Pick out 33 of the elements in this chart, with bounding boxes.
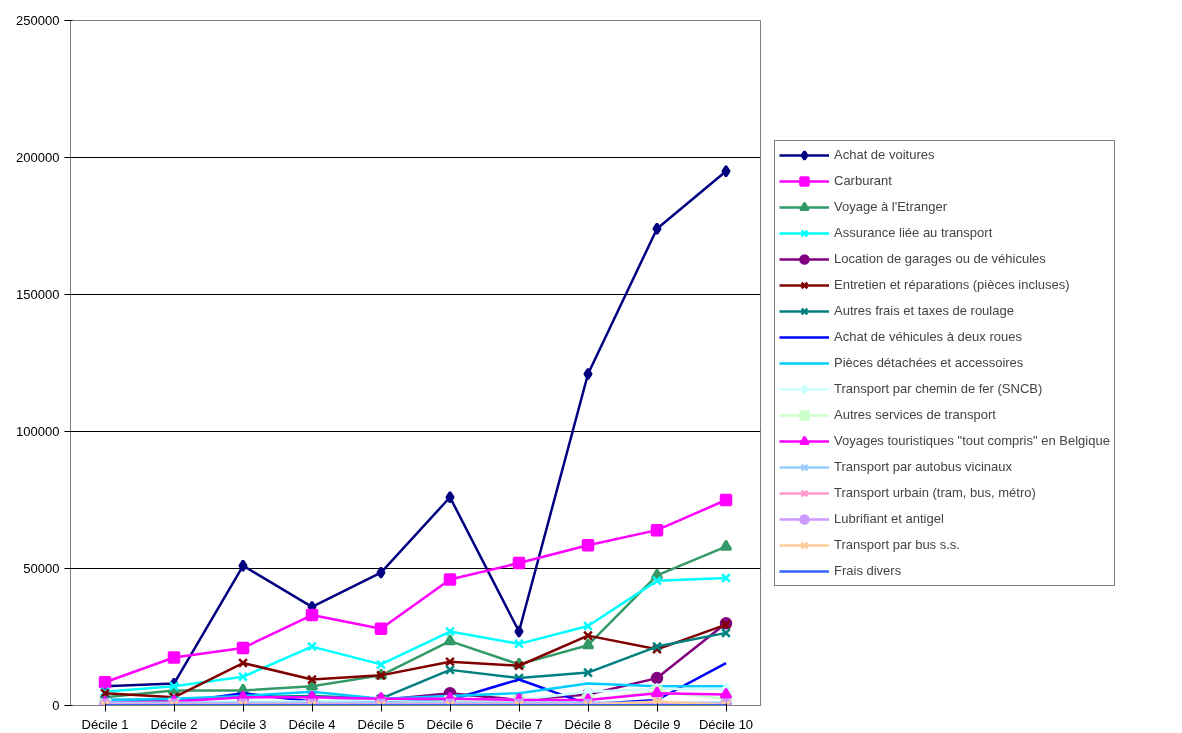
legend-label: Carburant <box>834 172 892 190</box>
legend-label: Transport par bus s.s. <box>834 536 960 554</box>
legend-label: Achat de voitures <box>834 146 935 164</box>
legend-label: Achat de véhicules à deux roues <box>834 328 1022 346</box>
x-tick-label: Décile 8 <box>564 716 612 732</box>
x-tick-label: Décile 2 <box>150 716 198 732</box>
legend-label: Frais divers <box>834 562 902 580</box>
x-tick-label: Décile 6 <box>426 716 474 732</box>
x-tick-label: Décile 7 <box>495 716 543 732</box>
x-tick-label: Décile 10 <box>698 716 754 732</box>
x-tick-label: Décile 5 <box>357 716 405 732</box>
legend-label: Transport par autobus vicinaux <box>834 458 1013 476</box>
y-tick-label: 100000 <box>16 424 60 439</box>
x-tick-label: Décile 3 <box>219 716 267 732</box>
legend-label: Voyages touristiques "tout compris" en Belgique <box>834 432 1110 450</box>
y-tick-label: 50000 <box>23 561 60 576</box>
x-tick-label: Décile 9 <box>633 716 681 732</box>
legend-label: Autres frais et taxes de roulage <box>834 302 1014 320</box>
y-tick-label: 200000 <box>16 150 60 165</box>
legend-label: Lubrifiant et antigel <box>834 510 944 528</box>
legend-label: Transport urbain (tram, bus, métro) <box>834 484 1036 502</box>
legend-label: Transport par chemin de fer (SNCB) <box>834 380 1043 398</box>
y-tick-label: 0 <box>52 698 60 713</box>
y-tick-label: 250000 <box>16 13 60 28</box>
x-tick-label: Décile 4 <box>288 716 336 732</box>
x-tick-label: Décile 1 <box>81 716 129 732</box>
y-tick-label: 150000 <box>16 287 60 302</box>
legend-label: Location de garages ou de véhicules <box>834 250 1046 268</box>
legend-label: Voyage à l'Etranger <box>834 198 948 216</box>
legend-label: Pièces détachées et accessoires <box>834 354 1024 372</box>
legend-label: Autres services de transport <box>834 406 996 424</box>
legend-label: Assurance liée au transport <box>834 224 993 242</box>
legend-label: Entretien et réparations (pièces incluses) <box>834 276 1070 294</box>
